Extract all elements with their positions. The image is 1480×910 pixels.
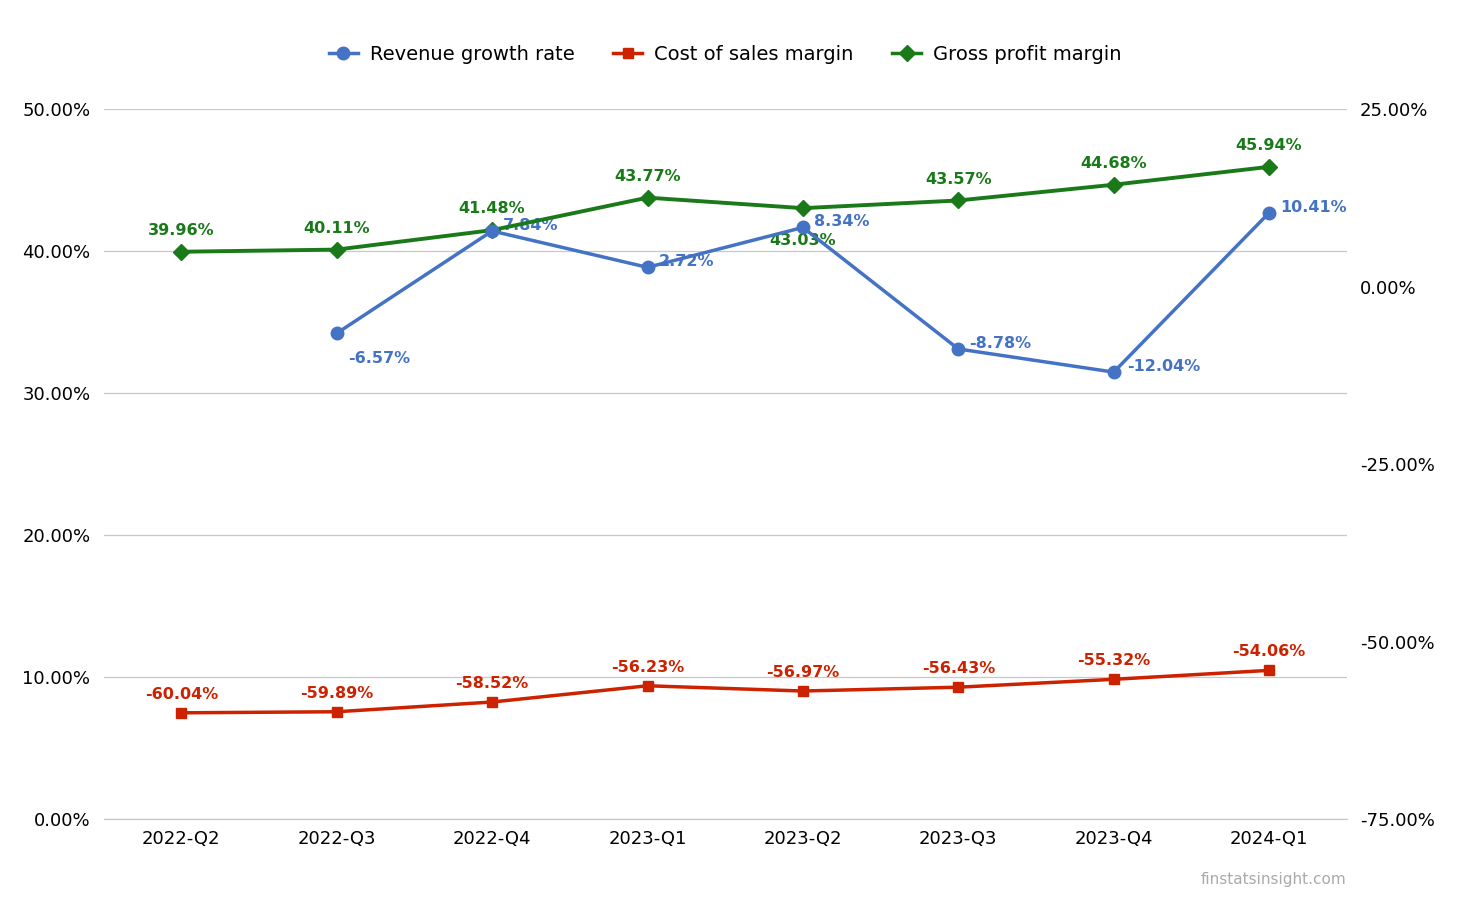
- Text: -12.04%: -12.04%: [1128, 359, 1200, 374]
- Text: 43.03%: 43.03%: [770, 233, 836, 248]
- Text: 43.77%: 43.77%: [614, 168, 681, 184]
- Text: 10.41%: 10.41%: [1280, 199, 1347, 215]
- Text: 39.96%: 39.96%: [148, 223, 215, 238]
- Text: 41.48%: 41.48%: [459, 201, 525, 217]
- Text: -56.23%: -56.23%: [611, 660, 684, 674]
- Text: 40.11%: 40.11%: [303, 221, 370, 236]
- Text: -56.43%: -56.43%: [922, 661, 995, 676]
- Text: -54.06%: -54.06%: [1233, 644, 1305, 659]
- Text: -6.57%: -6.57%: [348, 350, 410, 366]
- Text: -55.32%: -55.32%: [1077, 653, 1150, 668]
- Text: 7.84%: 7.84%: [503, 218, 559, 233]
- Text: -8.78%: -8.78%: [969, 336, 1032, 351]
- Text: -58.52%: -58.52%: [456, 676, 528, 691]
- Text: -59.89%: -59.89%: [300, 685, 373, 701]
- Legend: Revenue growth rate, Cost of sales margin, Gross profit margin: Revenue growth rate, Cost of sales margi…: [321, 37, 1129, 72]
- Text: finstatsinsight.com: finstatsinsight.com: [1202, 873, 1347, 887]
- Text: 8.34%: 8.34%: [814, 215, 870, 229]
- Text: 45.94%: 45.94%: [1236, 138, 1302, 153]
- Text: 44.68%: 44.68%: [1080, 156, 1147, 171]
- Text: 43.57%: 43.57%: [925, 172, 992, 187]
- Text: 2.72%: 2.72%: [659, 254, 715, 269]
- Text: -56.97%: -56.97%: [767, 665, 839, 680]
- Text: -60.04%: -60.04%: [145, 687, 218, 702]
